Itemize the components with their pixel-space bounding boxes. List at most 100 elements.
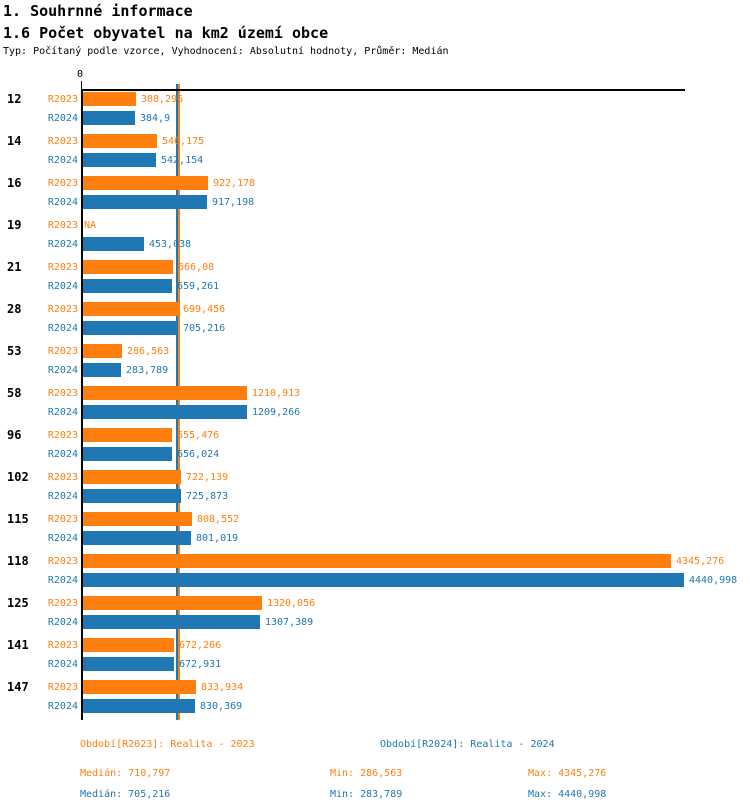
bar-row-r2024: R2024 705,216 [0, 321, 750, 335]
stat-median-r2024: Medián: 705,216 [80, 789, 171, 800]
bar-row-r2023: R2023 388,296 [0, 92, 750, 106]
series-label: R2024 [47, 239, 78, 250]
bar-value-label: 655,476 [177, 430, 220, 441]
bar-row-r2024: R2024 384,9 [0, 111, 750, 125]
bar-value-label: 546,175 [162, 136, 205, 147]
chart-title: 1.6 Počet obyvatel na km2 území obce [3, 24, 329, 42]
bar-row-r2024: R2024 830,369 [0, 699, 750, 713]
bar-row-r2023: R2023 666,08 [0, 260, 750, 274]
series-label: R2023 [47, 178, 78, 189]
bar-value-label: 917,198 [212, 197, 255, 208]
series-label: R2023 [47, 94, 78, 105]
bar-value-label: 722,139 [186, 472, 229, 483]
bar-group: 21 R2023 666,08 R2024 659,261 [0, 259, 750, 294]
category-label: 53 [7, 344, 22, 358]
bar-row-r2024: R2024 656,024 [0, 447, 750, 461]
bar-row-r2024: R2024 659,261 [0, 279, 750, 293]
series-label: R2024 [47, 323, 78, 334]
bar-value-label: 388,296 [141, 94, 184, 105]
x-axis-zero-tick [81, 81, 82, 89]
stat-max-r2023: Max: 4345,276 [528, 768, 607, 779]
bar-value-label: 672,266 [179, 640, 222, 651]
bar-r2023[interactable] [83, 596, 262, 610]
stat-median-r2023: Medián: 710,797 [80, 768, 171, 779]
series-label: R2024 [47, 281, 78, 292]
bar-r2024[interactable] [83, 111, 135, 125]
category-label: 28 [7, 302, 22, 316]
bar-row-r2023: R2023 672,266 [0, 638, 750, 652]
bar-value-label: 4440,998 [689, 575, 738, 586]
bar-r2024[interactable] [83, 489, 181, 503]
bar-r2023[interactable] [83, 554, 671, 568]
series-label: R2023 [47, 346, 78, 357]
bar-r2024[interactable] [83, 279, 172, 293]
bar-r2024[interactable] [83, 447, 172, 461]
bar-value-label: 453,038 [149, 239, 192, 250]
bar-r2024[interactable] [83, 405, 247, 419]
bar-row-r2023: R2023 922,178 [0, 176, 750, 190]
bar-value-label: 286,563 [127, 346, 170, 357]
bar-r2023[interactable] [83, 638, 174, 652]
bar-r2024[interactable] [83, 657, 174, 671]
bar-r2023[interactable] [83, 512, 192, 526]
bar-group: 53 R2023 286,563 R2024 283,789 [0, 343, 750, 378]
bar-value-label: 833,934 [201, 682, 244, 693]
series-label: R2024 [47, 197, 78, 208]
bar-r2023[interactable] [83, 344, 122, 358]
bar-r2023[interactable] [83, 470, 181, 484]
report-title: 1. Souhrnné informace [3, 2, 193, 20]
bar-row-r2024: R2024 1307,389 [0, 615, 750, 629]
bar-r2023[interactable] [83, 428, 172, 442]
bar-value-label: 1307,389 [265, 617, 314, 628]
bar-row-r2023: R2023 699,456 [0, 302, 750, 316]
bar-group: 118 R2023 4345,276 R2024 4440,998 [0, 553, 750, 588]
bar-group: 115 R2023 808,552 R2024 801,019 [0, 511, 750, 546]
series-label: R2024 [47, 449, 78, 460]
bar-r2023[interactable] [83, 134, 157, 148]
bar-r2023[interactable] [83, 302, 178, 316]
series-label: R2024 [47, 617, 78, 628]
stat-min-r2023: Min: 286,563 [330, 768, 403, 779]
bar-row-r2023: R2023 286,563 [0, 344, 750, 358]
category-label: 16 [7, 176, 22, 190]
bar-r2023[interactable] [83, 386, 247, 400]
bar-group: 125 R2023 1320,056 R2024 1307,389 [0, 595, 750, 630]
series-label: R2023 [47, 304, 78, 315]
bar-row-r2024: R2024 453,038 [0, 237, 750, 251]
bar-r2024[interactable] [83, 573, 684, 587]
bar-r2023[interactable] [83, 176, 208, 190]
bar-r2024[interactable] [83, 153, 156, 167]
bar-r2024[interactable] [83, 531, 191, 545]
bar-r2023[interactable] [83, 680, 196, 694]
bar-value-label: 656,024 [177, 449, 220, 460]
series-label: R2024 [47, 533, 78, 544]
bar-row-r2024: R2024 4440,998 [0, 573, 750, 587]
bar-r2024[interactable] [83, 363, 121, 377]
bar-value-label: 922,178 [213, 178, 256, 189]
series-label: R2024 [47, 155, 78, 166]
category-label: 12 [7, 92, 22, 106]
bar-r2024[interactable] [83, 615, 260, 629]
bar-r2024[interactable] [83, 195, 207, 209]
y-axis-line [81, 89, 83, 720]
bar-row-r2023: R2023 4345,276 [0, 554, 750, 568]
bar-value-label: 1209,266 [252, 407, 301, 418]
legend-item-r2023: Období[R2023]: Realita - 2023 [80, 739, 255, 750]
bar-value-label: 808,552 [197, 514, 240, 525]
bar-r2024[interactable] [83, 699, 195, 713]
bar-row-r2024: R2024 917,198 [0, 195, 750, 209]
bar-r2023[interactable] [83, 260, 173, 274]
bar-r2023[interactable] [83, 92, 136, 106]
category-label: 118 [7, 554, 29, 568]
x-axis-line [81, 89, 685, 91]
series-label: R2024 [47, 113, 78, 124]
bar-value-label: NA [84, 220, 97, 231]
bar-row-r2023: R2023 NA [0, 218, 750, 232]
bar-row-r2024: R2024 283,789 [0, 363, 750, 377]
bar-r2024[interactable] [83, 237, 144, 251]
bar-r2024[interactable] [83, 321, 178, 335]
series-label: R2023 [47, 136, 78, 147]
series-label: R2023 [47, 472, 78, 483]
